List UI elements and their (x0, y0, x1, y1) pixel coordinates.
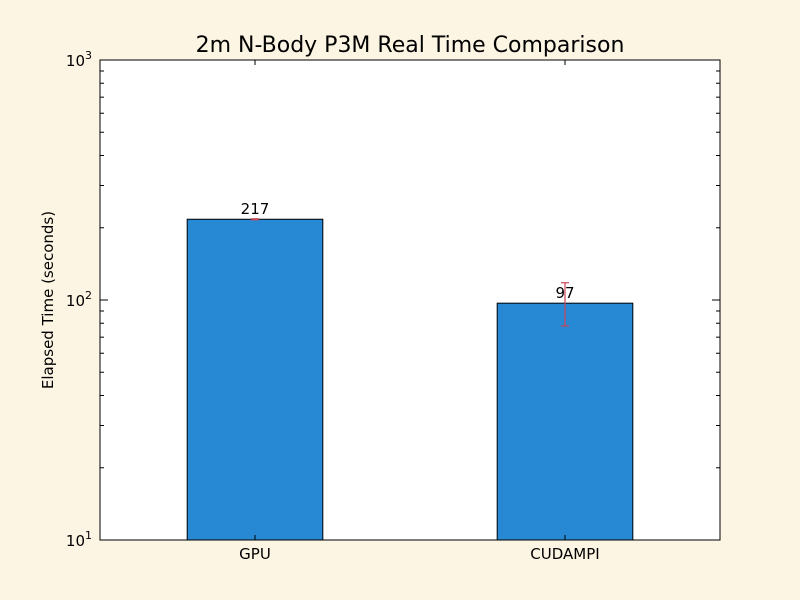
y-axis-label: Elapsed Time (seconds) (39, 211, 57, 389)
y-tick-label-exponent: 3 (85, 49, 92, 62)
data-label-gpu: 217 (241, 200, 270, 218)
x-tick-label-cudampi: CUDAMPI (530, 545, 599, 563)
y-tick-label-exponent: 2 (85, 289, 92, 302)
y-tick-label: 102 (66, 289, 92, 310)
error-bar-cudampi (561, 282, 569, 327)
y-tick-label-base: 10 (66, 532, 85, 550)
x-tick-label-gpu: GPU (239, 545, 271, 563)
y-tick-label-base: 10 (66, 292, 85, 310)
bars-layer (186, 218, 634, 541)
error-bars-layer (251, 218, 569, 327)
bar-gpu (186, 218, 324, 541)
ticks-layer (100, 59, 720, 541)
chart-title: 2m N-Body P3M Real Time Comparison (196, 33, 625, 58)
error-bar-gpu (251, 218, 259, 221)
y-tick-label: 103 (66, 49, 92, 70)
data-label-cudampi: 97 (555, 284, 574, 302)
y-tick-label-base: 10 (66, 52, 85, 70)
bar-cudampi (496, 302, 634, 541)
y-tick-label: 101 (66, 529, 92, 550)
plot-frame (99, 59, 721, 541)
y-tick-label-exponent: 1 (85, 529, 92, 542)
